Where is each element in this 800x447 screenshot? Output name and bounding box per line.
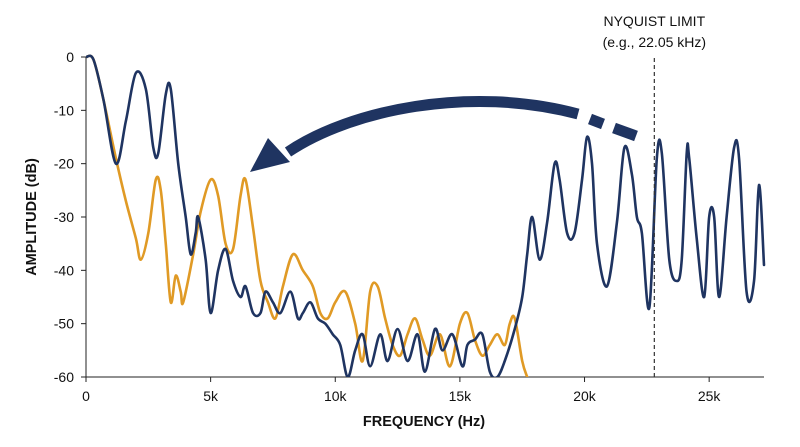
y-tick-label: -20 — [54, 156, 74, 172]
arrow-dash-2 — [612, 122, 638, 142]
series-line-orange — [86, 54, 529, 377]
series-line-navy — [86, 54, 766, 377]
y-tick-label: 0 — [66, 49, 74, 65]
x-tick-label: 15k — [449, 388, 473, 404]
arrow-shaft — [284, 96, 580, 157]
arrow-dash-1 — [588, 113, 605, 130]
series-group — [86, 54, 766, 377]
x-tick-label: 25k — [698, 388, 722, 404]
y-tick-label: -30 — [54, 209, 74, 225]
nyquist-sublabel: (e.g., 22.05 kHz) — [603, 34, 707, 50]
x-tick-label: 0 — [82, 388, 90, 404]
x-tick-label: 10k — [324, 388, 348, 404]
x-ticks: 0 5k 10k 15k 20k 25k — [82, 377, 721, 404]
y-tick-label: -40 — [54, 262, 74, 278]
nyquist-label: NYQUIST LIMIT — [603, 13, 705, 29]
x-tick-label: 20k — [573, 388, 597, 404]
aliasing-arrow — [250, 96, 638, 172]
y-axis-title: AMPLITUDE (dB) — [24, 158, 40, 276]
y-tick-label: -10 — [54, 102, 74, 118]
arrowhead — [250, 138, 290, 172]
y-tick-label: -50 — [54, 316, 74, 332]
x-tick-label: 5k — [203, 388, 219, 404]
y-ticks: 0 -10 -20 -30 -40 -50 -60 — [54, 49, 86, 385]
y-tick-label: -60 — [54, 369, 74, 385]
x-axis-title: FREQUENCY (Hz) — [363, 414, 485, 430]
